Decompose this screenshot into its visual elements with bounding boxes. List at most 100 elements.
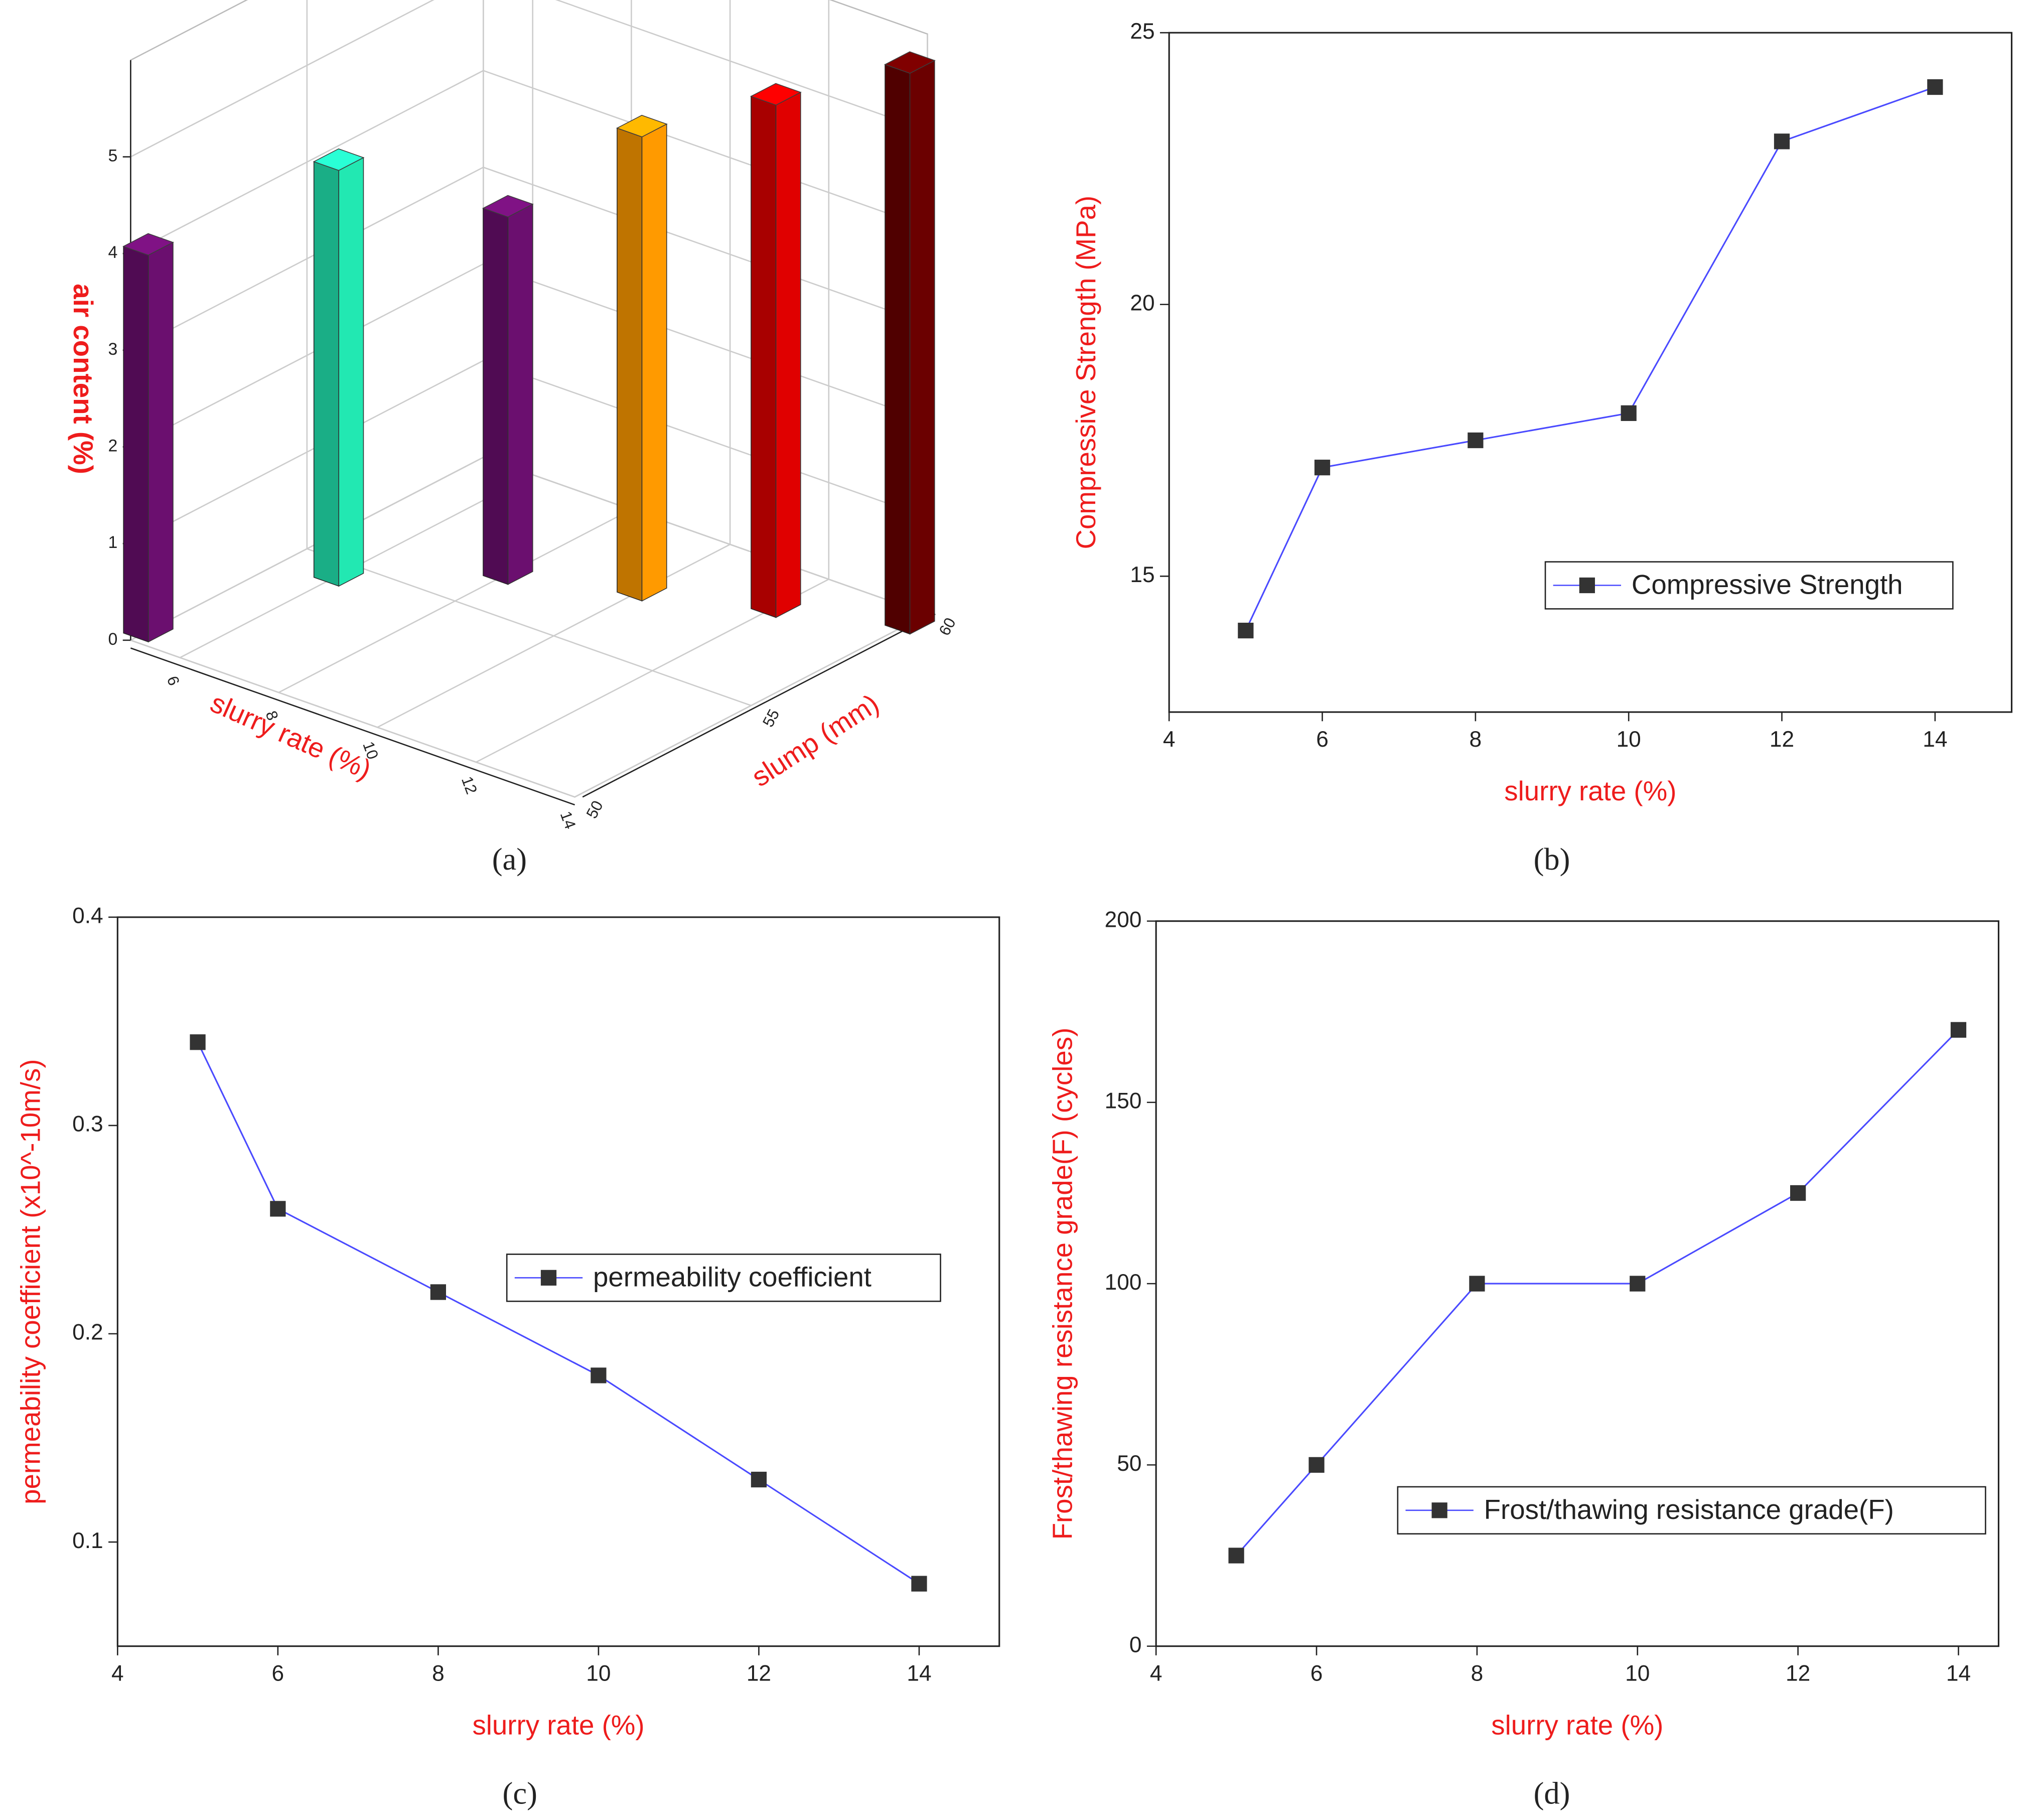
legend-label: Frost/thawing resistance grade(F)	[1484, 1494, 1894, 1525]
marker	[911, 1576, 927, 1592]
x-tick-label: 14	[557, 809, 579, 831]
y-tick-label: 0.3	[72, 1112, 103, 1137]
x-axis-label: slurry rate (%)	[1491, 1710, 1663, 1740]
z-tick-label: 5	[108, 146, 117, 165]
marker	[270, 1201, 286, 1217]
bar-top	[616, 114, 668, 137]
x-tick-label: 6	[1310, 1661, 1323, 1686]
y-axis-label: permeability coefficient (x10^-10m/s)	[16, 1059, 46, 1504]
grid-line	[555, 0, 928, 131]
x-tick-label: 14	[1946, 1661, 1971, 1686]
bar-front	[123, 245, 149, 643]
x-tick-label: 4	[111, 1661, 124, 1686]
bar-side	[775, 91, 801, 618]
bar-top	[313, 148, 365, 171]
x-tick-label: 12	[1786, 1661, 1810, 1686]
grid-line	[483, 263, 928, 422]
y-tick-label: 20	[1130, 291, 1154, 315]
marker	[1950, 1022, 1967, 1038]
marker	[190, 1034, 206, 1050]
marker	[1790, 1185, 1806, 1201]
legend-label: Compressive Strength	[1632, 570, 1903, 600]
bar-side	[338, 157, 364, 587]
marker	[1621, 405, 1637, 421]
bar-side	[641, 123, 667, 602]
bar-side	[909, 60, 935, 635]
bar-side	[148, 241, 174, 643]
x-tick-label: 6	[164, 674, 183, 688]
x-tick-label: 14	[1923, 727, 1947, 752]
grid-line	[483, 457, 928, 615]
panel-caption: (c)	[503, 1775, 537, 1810]
y-axis-label: Compressive Strength (MPa)	[1071, 196, 1101, 549]
bar-top	[884, 51, 936, 74]
grid-line	[483, 167, 928, 325]
y-tick-label: 0	[1129, 1632, 1142, 1657]
bar-side	[507, 203, 533, 585]
x-tick-label: 4	[1163, 727, 1176, 752]
marker	[1228, 1548, 1244, 1564]
panel-caption: (d)	[1534, 1775, 1570, 1810]
x-tick-label: 8	[432, 1661, 445, 1686]
y-tick-label: 200	[1105, 907, 1142, 932]
series-line	[1245, 86, 1936, 631]
y-axis-label: slump (mm)	[746, 688, 884, 792]
marker	[1238, 622, 1254, 639]
y-tick-label: 25	[1130, 19, 1154, 44]
bar-front	[313, 161, 340, 587]
series-line	[197, 1042, 920, 1585]
series-line	[1235, 1029, 1959, 1557]
grid-line	[483, 70, 928, 228]
z-tick-label: 1	[108, 533, 117, 552]
marker	[1927, 79, 1943, 95]
legend-marker	[540, 1270, 557, 1286]
x-tick-label: 10	[586, 1661, 611, 1686]
bar-top	[122, 233, 174, 256]
marker	[751, 1471, 767, 1488]
panel-caption: (a)	[492, 842, 527, 877]
y-tick-label: 0.1	[72, 1528, 103, 1553]
legend-marker	[1579, 577, 1595, 594]
bar-top	[750, 83, 802, 106]
legend-box	[1397, 1486, 1986, 1535]
grid-line	[483, 360, 928, 518]
marker	[1314, 460, 1331, 476]
plot-frame	[116, 916, 1000, 1647]
x-tick-label: 14	[907, 1661, 931, 1686]
y-axis-label: Frost/thawing resistance grade(F) (cycle…	[1047, 1028, 1078, 1540]
z-tick-label: 3	[108, 340, 117, 359]
x-tick-label: 10	[1625, 1661, 1650, 1686]
y-tick-label: 150	[1105, 1089, 1142, 1113]
x-tick-label: 8	[1471, 1661, 1484, 1686]
y-tick-label: 15	[1130, 563, 1154, 587]
x-tick-label: 6	[1316, 727, 1329, 752]
y-tick-label: 0.2	[72, 1320, 103, 1345]
marker	[1308, 1457, 1325, 1473]
x-tick-label: 4	[1150, 1661, 1162, 1686]
y-tick-label: 55	[759, 706, 783, 730]
bar-front	[885, 64, 911, 635]
marker	[1774, 133, 1790, 150]
marker	[430, 1284, 447, 1300]
marker	[1468, 432, 1484, 449]
marker	[1630, 1276, 1646, 1292]
y-tick-label: 50	[1117, 1451, 1141, 1476]
plot-frame	[1168, 32, 2013, 713]
panel-caption: (b)	[1534, 842, 1570, 877]
x-tick-label: 8	[1470, 727, 1482, 752]
marker	[1469, 1276, 1485, 1292]
y-tick-label: 60	[936, 615, 959, 638]
bar-front	[751, 95, 777, 618]
z-tick-label: 2	[108, 436, 117, 455]
bar-front	[617, 127, 643, 602]
x-axis-label: slurry rate (%)	[472, 1710, 644, 1740]
bar-top	[482, 195, 534, 218]
legend-label: permeability coefficient	[593, 1262, 871, 1292]
y-axis	[582, 613, 936, 798]
z-tick-label: 4	[108, 243, 117, 262]
z-tick-label: 0	[108, 630, 117, 649]
z-axis-label: air content (%)	[68, 284, 98, 474]
x-tick-label: 10	[1617, 727, 1641, 752]
